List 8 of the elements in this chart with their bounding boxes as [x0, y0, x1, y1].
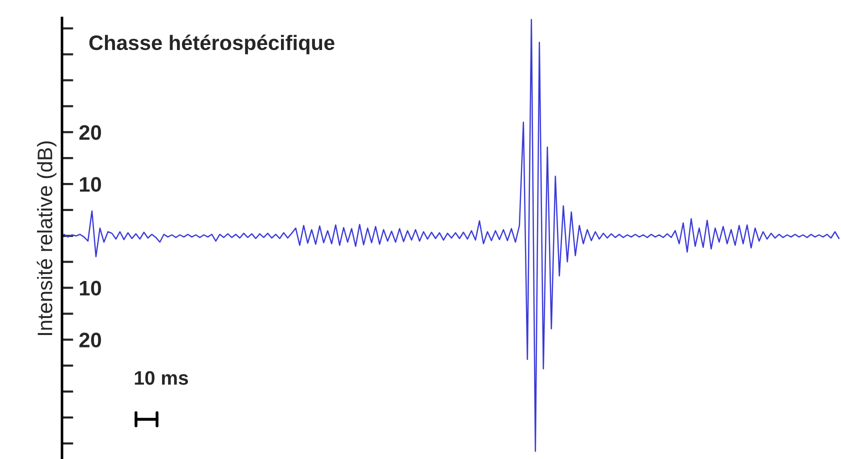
text: Chasse hétérospécifique [89, 34, 334, 54]
y-tick-label: 10 [80, 280, 101, 296]
y-axis-title: Intensité relative (dB) [36, 141, 56, 335]
y-tick-label: 20 [79, 125, 101, 140]
y-tick-label: 20 [79, 332, 101, 348]
annotation: 10 ms [134, 371, 188, 385]
line-series [63, 18, 840, 452]
y-tick-label: 10 [80, 177, 101, 192]
